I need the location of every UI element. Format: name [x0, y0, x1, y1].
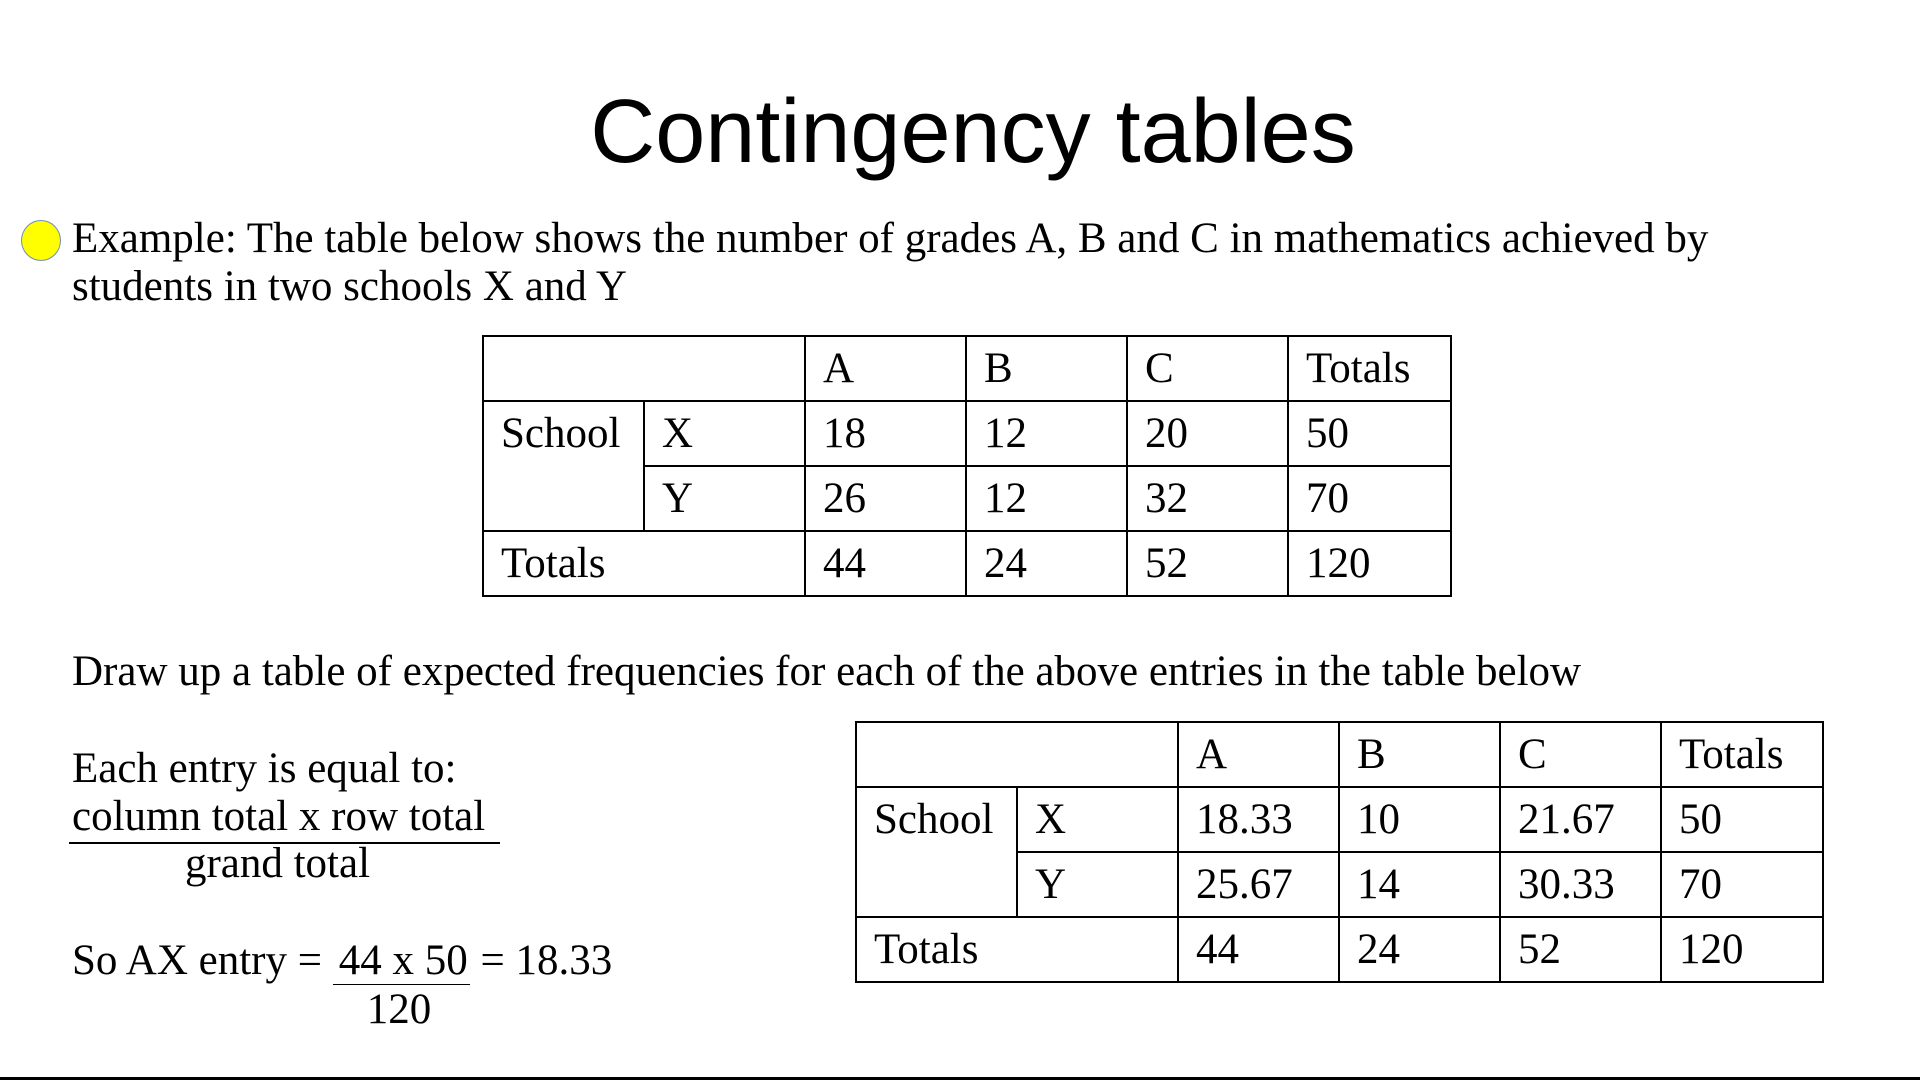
calc-prefix: So AX entry = — [72, 937, 323, 984]
cell: 70 — [1287, 465, 1452, 532]
formula-intro: Each entry is equal to: — [72, 745, 457, 792]
cell: 18 — [804, 400, 967, 467]
cell: 52 — [1126, 530, 1289, 597]
header-cell: C — [1499, 721, 1662, 788]
calc-denominator: 120 — [366, 986, 432, 1033]
row-label: Y — [643, 465, 806, 532]
cell: 10 — [1338, 786, 1501, 853]
table-row: Y 26 12 32 70 — [483, 465, 1452, 532]
cell: 24 — [1338, 916, 1501, 983]
cell: 18.33 — [1177, 786, 1340, 853]
observed-table: A B C Totals School X 18 12 20 50 Y 26 1… — [482, 335, 1452, 597]
header-cell: C — [1126, 335, 1289, 402]
row-label: Y — [1016, 851, 1179, 918]
expected-table: A B C Totals School X 18.33 10 21.67 50 … — [855, 721, 1824, 983]
header-cell: B — [1338, 721, 1501, 788]
cell: 50 — [1660, 786, 1824, 853]
example-calc: So AX entry = 44 x 50 = 18.33 — [72, 937, 612, 985]
totals-label: Totals — [482, 530, 806, 597]
slide-title: Contingency tables — [590, 82, 1356, 182]
totals-label: Totals — [855, 916, 1179, 983]
cell: 120 — [1287, 530, 1452, 597]
table-row: Y 25.67 14 30.33 70 — [856, 851, 1824, 918]
formula-numerator: column total x row total — [72, 793, 486, 840]
cell: 12 — [965, 465, 1128, 532]
slide-bottom-border — [0, 1077, 1920, 1080]
table-header-row: A B C Totals — [855, 721, 1824, 788]
row-label: X — [1016, 786, 1179, 853]
header-cell: A — [804, 335, 967, 402]
totals-row: Totals 44 24 52 120 — [482, 530, 1452, 597]
cell: 52 — [1499, 916, 1662, 983]
cell: 24 — [965, 530, 1128, 597]
school-label: School — [855, 786, 1018, 918]
header-cell: B — [965, 335, 1128, 402]
cell: 32 — [1126, 465, 1289, 532]
fraction-line — [69, 842, 500, 844]
cell: 12 — [965, 400, 1128, 467]
cell: 120 — [1660, 916, 1824, 983]
cell: 44 — [1177, 916, 1340, 983]
cell: 70 — [1660, 851, 1824, 918]
empty-cell — [482, 335, 806, 402]
school-label: School — [482, 400, 645, 532]
cell: 50 — [1287, 400, 1452, 467]
calc-numerator: 44 x 50 — [332, 937, 470, 985]
formula-denominator: grand total — [184, 840, 371, 887]
cell: 44 — [804, 530, 967, 597]
header-cell: Totals — [1287, 335, 1452, 402]
cell: 30.33 — [1499, 851, 1662, 918]
cell: 21.67 — [1499, 786, 1662, 853]
table-row: School X 18.33 10 21.67 50 — [855, 786, 1824, 918]
intro-line-2: students in two schools X and Y — [72, 263, 627, 310]
cell: 25.67 — [1177, 851, 1340, 918]
instruction-text: Draw up a table of expected frequencies … — [72, 648, 1582, 695]
cell: 20 — [1126, 400, 1289, 467]
cell: 14 — [1338, 851, 1501, 918]
intro-line-1: Example: The table below shows the numbe… — [72, 215, 1709, 262]
bullet-circle-icon — [21, 220, 61, 261]
cell: 26 — [804, 465, 967, 532]
calc-result: = 18.33 — [480, 937, 613, 984]
header-cell: Totals — [1660, 721, 1824, 788]
table-header-row: A B C Totals — [482, 335, 1452, 402]
header-cell: A — [1177, 721, 1340, 788]
totals-row: Totals 44 24 52 120 — [855, 916, 1824, 983]
row-label: X — [643, 400, 806, 467]
empty-cell — [855, 721, 1179, 788]
table-row: School X 18 12 20 50 — [482, 400, 1452, 532]
